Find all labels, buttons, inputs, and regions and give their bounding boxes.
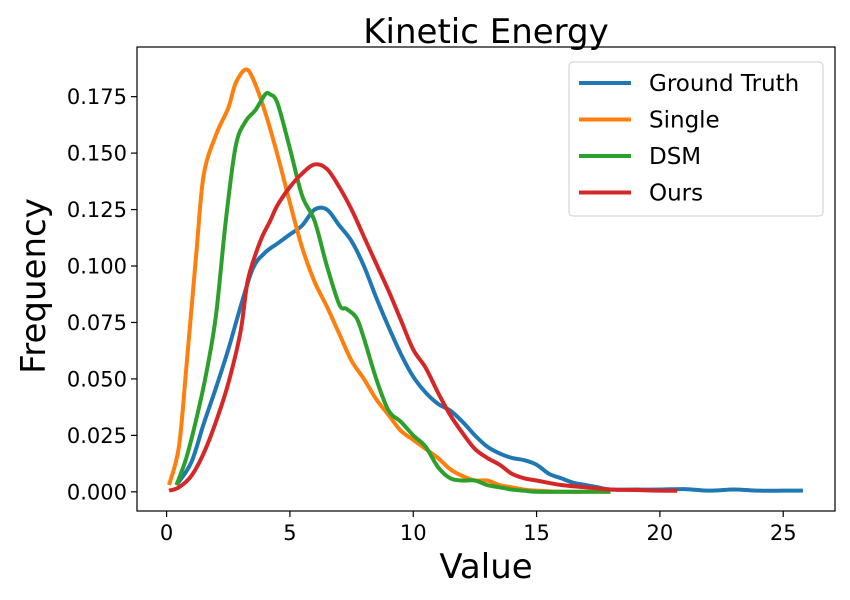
series-line-dsm: [174, 90, 611, 494]
legend-label-dsm: DSM: [649, 144, 701, 170]
y-tick-label: 0.150: [67, 142, 127, 166]
chart-title: Kinetic Energy: [363, 12, 609, 52]
legend-label-ground-truth: Ground Truth: [649, 71, 799, 97]
series-line-ours: [168, 162, 678, 493]
y-tick-label: 0.100: [67, 255, 127, 279]
x-tick-label: 25: [770, 521, 797, 545]
x-tick-label: 20: [647, 521, 674, 545]
legend-label-single: Single: [649, 108, 720, 134]
y-tick-label: 0.000: [67, 480, 127, 504]
x-tick-label: 0: [160, 521, 173, 545]
x-tick-label: 5: [283, 521, 296, 545]
plot-area-frame: [136, 46, 836, 512]
y-tick-label: 0.175: [67, 85, 127, 109]
legend-label-ours: Ours: [649, 181, 703, 207]
x-tick-label: 10: [400, 521, 427, 545]
x-tick-label: 15: [523, 521, 550, 545]
x-axis-title: Value: [439, 547, 532, 587]
legend-box: [568, 61, 824, 217]
legend: Ground Truth Single DSM Ours: [568, 61, 824, 217]
y-axis-title: Frequency: [14, 198, 54, 374]
series-line-single: [167, 67, 611, 494]
series-line-ground-truth: [174, 205, 803, 493]
y-tick-label: 0.125: [67, 198, 127, 222]
y-tick-label: 0.075: [67, 311, 127, 335]
y-tick-label: 0.025: [67, 424, 127, 448]
y-tick-label: 0.050: [67, 367, 127, 391]
